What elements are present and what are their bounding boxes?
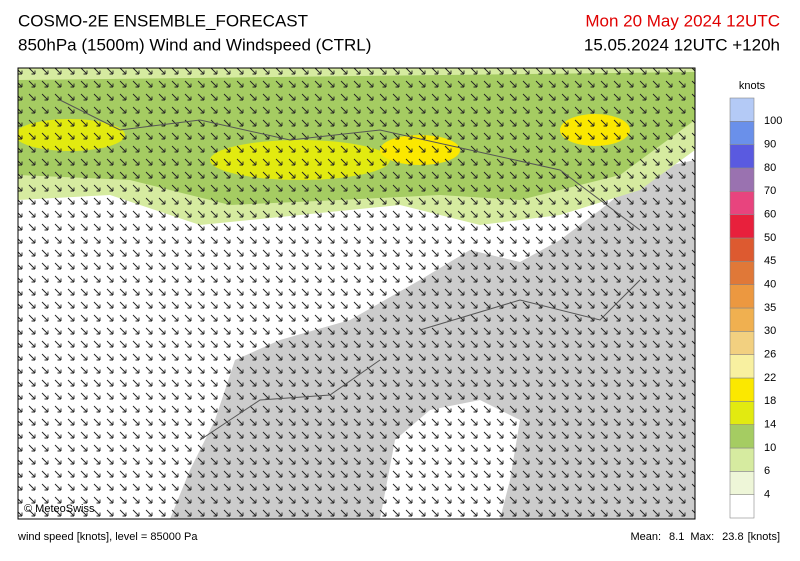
colorbar-label: 80 [764,162,776,174]
colorbar-box [729,167,755,192]
colorbar-box [729,401,755,425]
colorbar-label: 10 [764,442,776,454]
colorbar-box [729,97,755,122]
colorbar-box [729,144,755,169]
colorbar-box [729,121,755,145]
valid-time: Mon 20 May 2024 12UTC [585,11,780,30]
colorbar-label: 26 [764,349,776,361]
title: COSMO-2E ENSEMBLE_FORECAST [18,11,308,30]
colorbar-label: 45 [764,255,776,267]
colorbar-box [729,447,755,472]
map-frame [17,67,696,520]
colorbar-box [729,424,755,449]
colorbar-box [729,471,755,495]
colorbar-label: 90 [764,139,776,151]
colorbar-label: 35 [764,302,776,314]
colorbar-label: 50 [764,232,776,244]
run-time: 15.05.2024 12UTC +120h [584,35,780,54]
colorbar-label: 18 [764,395,776,407]
colorbar-label: 6 [764,465,770,477]
footer-description: wind speed [knots], level = 85000 Pa [17,531,198,543]
colorbar-box [729,237,755,262]
mean-label: Mean: [630,531,661,543]
colorbar-label: 22 [764,372,776,384]
map [18,68,695,519]
colorbar-box [729,214,755,239]
colorbar-label: 30 [764,325,776,337]
unit: [knots] [748,531,780,543]
max-label: Max: [690,531,714,543]
wind-arrows [18,68,695,519]
colorbar-label: 4 [764,489,770,501]
colorbar-box [729,331,755,355]
colorbar-box [729,307,755,332]
colorbar-label: 60 [764,209,776,221]
legend-unit: knots [739,80,766,92]
footer-stats: Mean: 8.1 Max: 23.8 [knots] [630,531,780,543]
colorbar: 4 6 10 14 18 22 26 30 35 40 45 50 60 70 80 90 100 [729,97,782,519]
colorbar-box [729,377,755,402]
colorbar-label: 14 [764,419,776,431]
colorbar-box [729,284,755,309]
colorbar-label: 70 [764,185,776,197]
borders [59,99,641,441]
max-value: 23.8 [722,531,743,543]
colorbar-box [729,261,755,285]
colorbar-label: 100 [764,115,782,127]
credit: © MeteoSwiss [24,503,95,515]
colorbar-box [729,354,755,379]
mean-value: 8.1 [669,531,684,543]
colorbar-box [729,191,755,215]
subtitle: 850hPa (1500m) Wind and Windspeed (CTRL) [18,35,371,54]
colorbar-box [729,494,755,519]
colorbar-label: 40 [764,279,776,291]
